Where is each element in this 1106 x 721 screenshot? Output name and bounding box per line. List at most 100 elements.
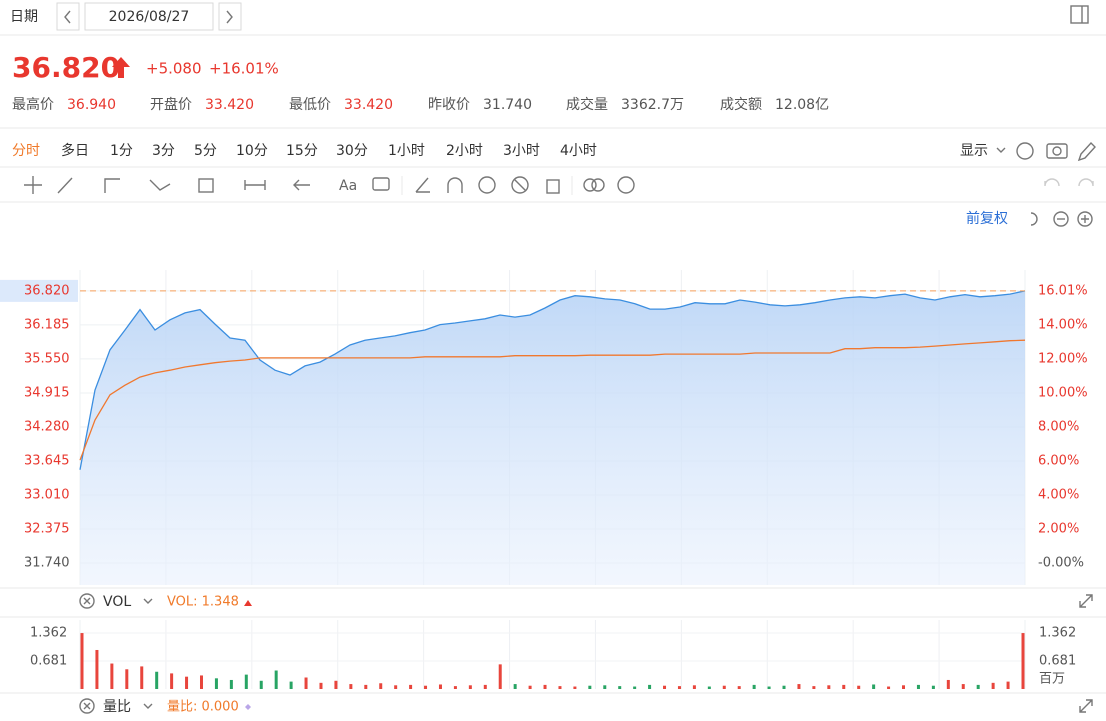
volume-bar <box>812 686 816 689</box>
prev-date-button[interactable] <box>56 2 80 31</box>
zoom-out[interactable] <box>1053 211 1069 227</box>
volume-bar <box>887 686 891 689</box>
volume-bar <box>931 685 935 689</box>
volume-bar <box>618 686 622 689</box>
close-indicator[interactable] <box>79 593 95 609</box>
display-menu[interactable]: 显示 <box>960 143 988 159</box>
current-price-label-bg <box>0 279 78 302</box>
settings-icon[interactable] <box>1016 142 1034 160</box>
text-tool[interactable]: Aa <box>339 178 357 194</box>
last-price: 36.820 <box>12 51 120 84</box>
volume-bar <box>453 686 457 689</box>
period-tab[interactable]: 10分 <box>236 143 268 159</box>
volume-bar <box>916 684 920 689</box>
y2-tick-label: 12.00% <box>1038 351 1088 366</box>
volume-bar <box>80 633 84 689</box>
volume-bar <box>961 684 965 689</box>
price-adjust[interactable]: 前复权 <box>966 210 1008 227</box>
volume-bar <box>259 680 263 689</box>
y2-tick-label: 16.01% <box>1038 283 1088 298</box>
layout-toggle[interactable] <box>1070 5 1089 24</box>
expand-icon[interactable] <box>1079 699 1093 713</box>
close-indicator[interactable] <box>79 698 95 714</box>
redo[interactable] <box>1078 178 1094 187</box>
ratio-value: 量比: 0.000 <box>167 700 239 715</box>
period-tab[interactable]: 1分 <box>110 143 133 159</box>
indicator-settings[interactable] <box>617 176 635 194</box>
volume-bar <box>483 684 487 689</box>
volume-bar <box>722 685 726 689</box>
volume-bar <box>289 681 293 689</box>
y-tick-label: 32.375 <box>24 522 70 537</box>
volume-bar <box>229 679 233 689</box>
expand-icon[interactable] <box>1079 594 1093 608</box>
y-tick-label: 34.280 <box>24 419 70 434</box>
volume-bar <box>677 686 681 689</box>
volume-unit: 百万 <box>1039 672 1065 687</box>
prev-arrow <box>64 10 71 24</box>
volume-bar <box>140 666 144 689</box>
period-tab[interactable]: 4小时 <box>560 143 597 159</box>
period-tab[interactable]: 5分 <box>194 143 217 159</box>
ray-tool[interactable] <box>104 178 120 193</box>
camera-icon[interactable] <box>1046 143 1068 159</box>
line-tool[interactable] <box>57 177 73 194</box>
fib-tool[interactable] <box>198 178 214 193</box>
period-tab[interactable]: 30分 <box>336 143 368 159</box>
period-tabs: 分时 多日 1分 3分 5分 10分 15分 30分 1小时 2小时 3小时 4小时 <box>12 142 597 159</box>
volume-bar <box>95 649 99 689</box>
volume-bar <box>872 684 876 689</box>
y2-tick-label: 1.362 <box>1039 626 1076 641</box>
indicator-value: VOL: 1.348 <box>167 595 239 610</box>
period-tab[interactable]: 多日 <box>61 142 89 159</box>
volume-bar <box>244 674 248 689</box>
series-line <box>79 339 1026 461</box>
stat-value: 31.740 <box>483 97 532 113</box>
indicator-name[interactable]: VOL <box>103 594 131 610</box>
y2-tick-label: 6.00% <box>1038 454 1079 469</box>
ratio-indicator-name[interactable]: 量比 <box>103 699 131 715</box>
compare-tool[interactable] <box>583 178 597 192</box>
volume-bar <box>304 677 308 689</box>
volume-bar <box>976 684 980 689</box>
stat-value: 12.08亿 <box>775 97 829 113</box>
wave-tool[interactable] <box>149 179 171 191</box>
sync-tool[interactable] <box>478 176 496 194</box>
y2-tick-label: 2.00% <box>1038 522 1079 537</box>
reset-icon[interactable] <box>1030 212 1038 226</box>
date-input[interactable] <box>84 2 214 31</box>
stat-value: 36.940 <box>67 97 116 113</box>
angle-tool[interactable] <box>415 177 430 193</box>
volume-bar <box>214 678 218 689</box>
stat-label: 开盘价 <box>150 96 192 113</box>
hide-tool[interactable] <box>511 176 529 194</box>
move-tool[interactable] <box>24 176 42 194</box>
period-tab[interactable]: 1小时 <box>388 143 425 159</box>
period-tab[interactable]: 分时 <box>12 143 40 159</box>
arrow-tool[interactable] <box>293 179 310 191</box>
zoom-in[interactable] <box>1077 211 1093 227</box>
delete-tool[interactable] <box>546 179 560 194</box>
period-tab[interactable]: 3分 <box>152 143 175 159</box>
volume-bar <box>513 684 517 689</box>
volume-bar <box>707 686 711 689</box>
magnet-tool[interactable] <box>447 177 463 193</box>
measure-tool[interactable] <box>244 180 266 190</box>
compare-tool-2 <box>591 178 605 192</box>
y2-tick-label: 14.00% <box>1038 317 1088 332</box>
next-date-button[interactable] <box>218 2 242 31</box>
period-tab[interactable]: 15分 <box>286 143 318 159</box>
edit-icon[interactable] <box>1077 141 1096 162</box>
date-label: 日期 <box>10 9 38 25</box>
undo[interactable] <box>1044 178 1060 187</box>
price-area <box>80 290 1025 585</box>
close-x <box>83 597 91 605</box>
period-tab[interactable]: 2小时 <box>446 143 483 159</box>
note-tool[interactable] <box>372 177 390 191</box>
zoom-in-plus <box>1081 215 1089 223</box>
volume-bar <box>573 686 577 689</box>
period-tab[interactable]: 3小时 <box>503 143 540 159</box>
volume-bar <box>424 685 428 689</box>
up-arrow <box>112 57 130 78</box>
